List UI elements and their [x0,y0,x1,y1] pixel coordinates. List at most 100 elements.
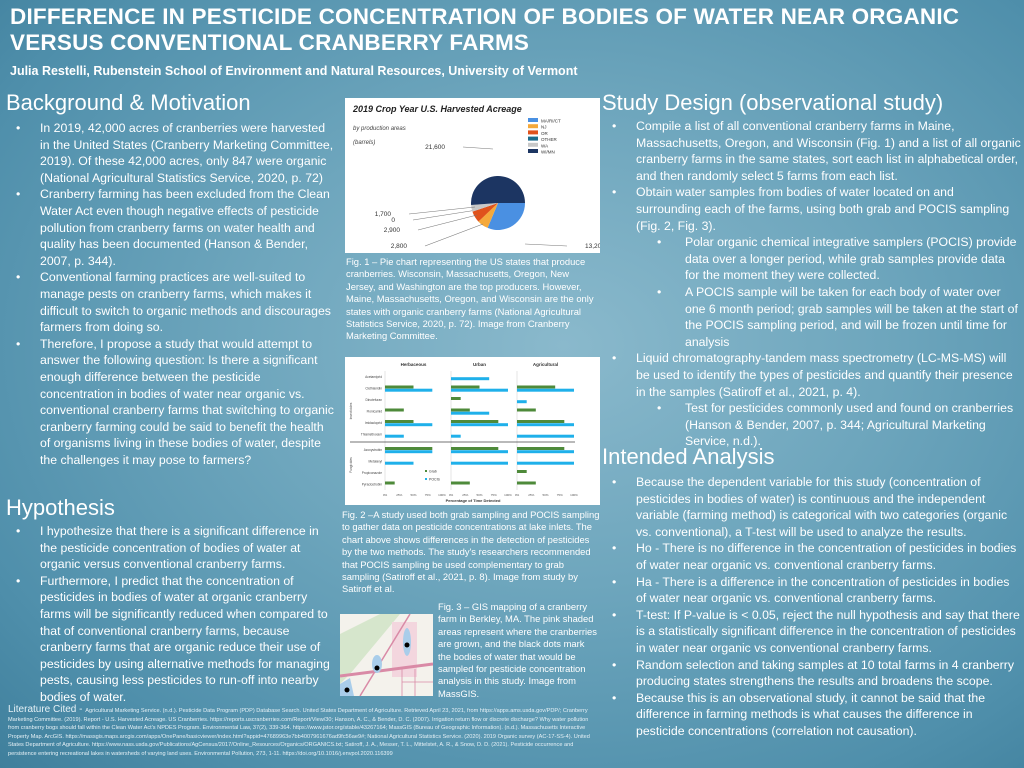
bar-grab [517,385,556,389]
category-label: Propiconazole [362,471,382,475]
bar-pocis [451,461,508,465]
x-tick: 25% [528,493,534,497]
bar-grab [451,420,499,423]
legend-label: NJ [541,125,547,130]
leader-line [408,206,476,215]
bullet-item: Because this is an observational study, … [602,690,1022,740]
x-tick: 25% [396,493,402,497]
bullet-item: Therefore, I propose a study that would … [6,336,336,469]
bar-pocis [385,434,404,438]
fig1-caption: Fig. 1 – Pie chart representing the US s… [346,256,594,342]
legend-swatch [528,136,538,141]
bar-pocis [451,434,461,438]
bar-chart-figure: Herbaceous 0% 25% 50% 75% 100% Urban 0% 25% 50% 75… [345,357,600,505]
bar-pocis [451,377,490,381]
category-label: Thiamethoxam [361,433,382,437]
x-tick: 50% [476,493,482,497]
pie-slice [472,203,498,222]
literature-text: Agricultural Marketing Service. (n.d.). … [8,708,590,757]
legend-swatch [425,470,427,472]
bar-pocis [385,450,433,454]
x-tick: 100% [438,493,446,497]
x-tick: 100% [504,493,512,497]
bar-grab [385,408,404,412]
bar-pocis [385,388,433,392]
category-label: Imidacloprid [365,421,382,425]
category-label: Azoxystrobin [364,448,382,452]
bar-grab [451,397,461,400]
x-tick: 0% [383,493,388,497]
hypothesis-heading: Hypothesis [6,495,115,520]
legend-label: WA [541,143,548,148]
fig3-caption: Fig. 3 – GIS mapping of a cranberry farm… [438,601,597,699]
bullet-item: Cranberry farming has been excluded from… [6,186,336,269]
x-tick: 0% [515,493,520,497]
legend-label: POCIS [429,478,441,482]
bullet-item: In 2019, 42,000 acres of cranberries wer… [6,120,336,186]
bar-grab [385,385,414,389]
bullet-item: Ho - There is no difference in the conce… [602,540,1022,573]
x-tick: 50% [410,493,416,497]
category-label: Clothianidin [365,387,382,391]
category-label: Metalaxyl [369,460,383,464]
bullet-item: Test for pesticides commonly used and fo… [602,400,1022,450]
bullet-item: Liquid chromatography-tandem mass spectr… [602,350,1022,400]
panel-title: Herbaceous [401,362,427,367]
bullet-item: Because the dependent variable for this … [602,474,1022,540]
bar-pocis [517,461,574,465]
pie-slice [471,175,525,206]
bar-chart: Herbaceous 0% 25% 50% 75% 100% Urban 0% 25% 50% 75… [349,362,578,503]
value-label: 21,600 [425,144,445,151]
gis-map [340,614,433,696]
legend-label: WI/MN [541,150,555,155]
legend-swatch [528,130,538,135]
bar-grab [451,447,499,450]
pie-slice [478,203,498,228]
bar-pocis [517,388,574,392]
bullet-item: Obtain water samples from bodies of wate… [602,184,1022,234]
bar-grab [451,408,470,412]
pie-slice [487,203,525,230]
bar-grab [385,481,395,485]
legend-swatch [528,118,538,122]
pie-slice [471,203,498,212]
background-section: Background & Motivation In 2019, 42,000 … [6,90,336,468]
bullet-item: A POCIS sample will be taken for each bo… [602,284,1022,350]
leader-line [424,223,484,247]
legend-swatch [425,478,427,480]
pie-chart: 2019 Crop Year U.S. Harvested Acreage by … [352,104,605,250]
group-label: Insecticides [349,402,353,419]
legend-swatch [528,149,538,153]
legend-label: MA/RI/CT [541,119,561,124]
sample-site-dot [374,665,380,671]
bar-grab [517,481,536,485]
bar-grab [517,447,565,450]
bar-grab [517,420,565,423]
bar-grab [517,408,536,412]
background-heading: Background & Motivation [6,90,251,115]
bar-pocis [517,423,574,427]
x-axis-label: Percentage of Time Detected [446,498,501,503]
pie-title: 2019 Crop Year U.S. Harvested Acreage [352,104,522,114]
bar-grab [385,447,433,450]
bullet-item: Conventional farming practices are well-… [6,269,336,335]
leader-line [417,214,478,231]
sample-site-dot [344,687,350,693]
analysis-section: Intended Analysis Because the dependent … [602,444,1022,740]
category-label: Flonicamid [367,410,383,414]
legend-swatch [528,142,538,147]
analysis-heading: Intended Analysis [602,444,775,469]
bar-grab [451,481,470,485]
pie-unit: (barrels) [353,140,375,146]
study-design-bullets: Compile a list of all conventional cranb… [602,118,1022,450]
bar-grab [517,470,527,473]
bullet-item: I hypothesize that there is a significan… [6,523,336,573]
poster-title: DIFFERENCE IN PESTICIDE CONCENTRATION OF… [10,4,960,55]
category-label: Pyraclostrobin [362,483,382,487]
fig2-caption: Fig. 2 –A study used both grab sampling … [342,509,600,595]
group-label: Fungicides [349,457,353,473]
bar-grab [385,420,414,423]
bar-grab [451,385,480,389]
leader-line [412,209,478,221]
x-tick: 0% [449,493,454,497]
